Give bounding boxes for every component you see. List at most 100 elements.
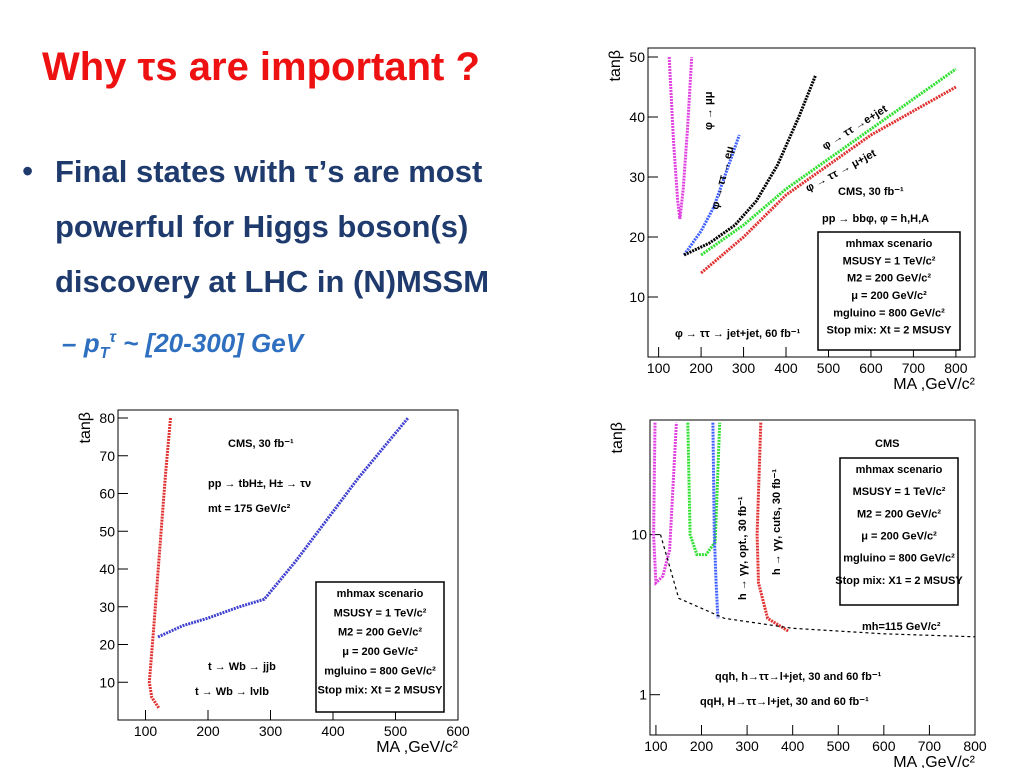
chart: 100 200 300 400 500 600 700 800 10 20 30 40 50 MA ,Ge…: [607, 47, 976, 393]
curve-label: t → Wb → lνlb: [195, 686, 269, 698]
y-tick-label: 20: [99, 637, 115, 653]
p: p: [83, 328, 100, 358]
x-axis-label: MA ,GeV/c²: [376, 739, 458, 756]
legend-line: mhmax scenario: [846, 238, 933, 250]
legend-line: mgluino = 800 GeV/c²: [324, 665, 436, 677]
y-tick-label: 80: [99, 410, 115, 426]
y-tick-label: 50: [99, 523, 115, 539]
legend-line: mgluino = 800 GeV/c²: [843, 553, 955, 565]
x-tick-label: 500: [827, 738, 851, 754]
x-tick-label: 700: [902, 360, 926, 376]
x-tick-label: 200: [690, 738, 714, 754]
x-tick-label: 600: [859, 360, 883, 376]
x-axis-label: MA ,GeV/c²: [893, 754, 975, 768]
legend-line: mgluino = 800 GeV/c²: [833, 307, 945, 319]
y-axis-label: tanβ: [609, 422, 626, 453]
y-tick-label: 10: [629, 289, 645, 305]
annotation: pp → tbH±, H± → τν: [208, 478, 311, 490]
x-tick-label: 300: [735, 738, 759, 754]
x-tick-label: 800: [944, 360, 968, 376]
bullet-line: Final states with τ’s are most: [55, 154, 482, 189]
chart: 100 200 300 400 500 600 700 800 1 10 MA ,GeV/c² tan…: [609, 419, 987, 768]
curve: [683, 74, 818, 257]
legend-line: μ = 200 GeV/c²: [851, 290, 927, 302]
curve: [667, 56, 694, 220]
y-tick-label: 40: [629, 109, 645, 125]
y-tick-label: 1: [639, 687, 647, 703]
x-tick-label: 400: [774, 360, 798, 376]
annotation: mt = 175 GeV/c²: [208, 503, 291, 515]
x-tick-label: 600: [872, 738, 896, 754]
sub-bullet: – pTτ ~ [20-300] GeV: [62, 328, 306, 362]
legend-line: mhmax scenario: [856, 464, 943, 476]
legend-line: MSUSY = 1 TeV/c²: [843, 255, 936, 267]
curve-label: t → Wb → jjb: [208, 661, 276, 673]
curve: [686, 422, 722, 557]
annotation: h → γγ, cuts, 30 fb⁻¹: [771, 469, 783, 575]
legend-box: [839, 457, 959, 606]
legend-line: μ = 200 GeV/c²: [861, 531, 937, 543]
annotation: CMS, 30 fb⁻¹: [228, 438, 294, 450]
y-tick-label: 10: [631, 527, 647, 543]
curve-label: φ → ττ → jet+jet, 60 fb⁻¹: [675, 328, 801, 340]
legend-line: μ = 200 GeV/c²: [342, 646, 418, 658]
y-tick-label: 50: [629, 49, 645, 65]
annotation: qqH, H→ττ→l+jet, 30 and 60 fb⁻¹: [700, 696, 869, 708]
legend-line: Stop mix: Xt = 2 MSUSY: [827, 325, 953, 337]
y-tick-label: 40: [99, 561, 115, 577]
y-tick-label: 30: [99, 599, 115, 615]
annotation: CMS: [875, 438, 899, 450]
legend-line: M2 = 200 GeV/c²: [338, 627, 422, 639]
curve: [147, 417, 172, 710]
y-axis-label: tanβ: [77, 412, 94, 443]
legend-line: M2 = 200 GeV/c²: [847, 273, 931, 285]
y-axis-label: tanβ: [607, 50, 624, 81]
legend-line: M2 = 200 GeV/c²: [857, 508, 941, 520]
sup: τ: [109, 329, 117, 346]
curve: [755, 422, 789, 633]
x-tick-label: 400: [321, 723, 345, 739]
annotation: CMS, 30 fb⁻¹: [838, 186, 904, 198]
x-tick-label: 600: [446, 723, 470, 739]
curve: [659, 534, 976, 638]
legend-box: [315, 581, 445, 713]
bullet-dot: •: [22, 153, 33, 189]
slide-title: Why τs are important ?: [42, 45, 480, 89]
legend-line: Stop mix: X1 = 2 MSUSY: [835, 575, 963, 587]
curve: [700, 85, 957, 275]
y-tick-label: 10: [99, 674, 115, 690]
annotation: pp → bbφ, φ = h,H,A: [822, 213, 929, 225]
x-tick-label: 100: [644, 738, 668, 754]
rest: ~ [20-300] GeV: [116, 328, 306, 358]
y-tick-label: 30: [629, 169, 645, 185]
curve: [682, 134, 741, 256]
sub: T: [100, 345, 111, 362]
curve: [157, 417, 410, 639]
legend-line: MSUSY = 1 TeV/c²: [334, 607, 427, 619]
legend-line: mhmax scenario: [337, 588, 424, 600]
x-tick-label: 200: [689, 360, 713, 376]
y-tick-label: 20: [629, 229, 645, 245]
annotation: mh=115 GeV/c²: [862, 621, 941, 633]
x-tick-label: 100: [134, 723, 158, 739]
x-tick-label: 800: [963, 738, 987, 754]
y-tick-label: 60: [99, 486, 115, 502]
legend-line: Stop mix: Xt = 2 MSUSY: [318, 685, 444, 697]
curve-label: φ → μμ: [703, 92, 715, 130]
bullet-line: powerful for Higgs boson(s): [55, 209, 468, 244]
x-tick-label: 300: [259, 723, 283, 739]
annotation: h → γγ, opt., 30 fb⁻¹: [737, 496, 749, 600]
bullet-line: discovery at LHC in (N)MSSM: [55, 264, 489, 299]
x-tick-label: 500: [384, 723, 408, 739]
x-axis-label: MA ,GeV/c²: [893, 376, 975, 393]
chart: 100 200 300 400 500 600 10 20 30 40 50 60 70 80 MA ,Ge…: [77, 409, 470, 756]
x-tick-label: 300: [732, 360, 756, 376]
curve: [652, 422, 678, 587]
legend-box: [817, 231, 961, 351]
curve: [700, 67, 957, 257]
y-tick-label: 70: [99, 448, 115, 464]
x-tick-label: 500: [817, 360, 841, 376]
x-tick-label: 700: [918, 738, 942, 754]
